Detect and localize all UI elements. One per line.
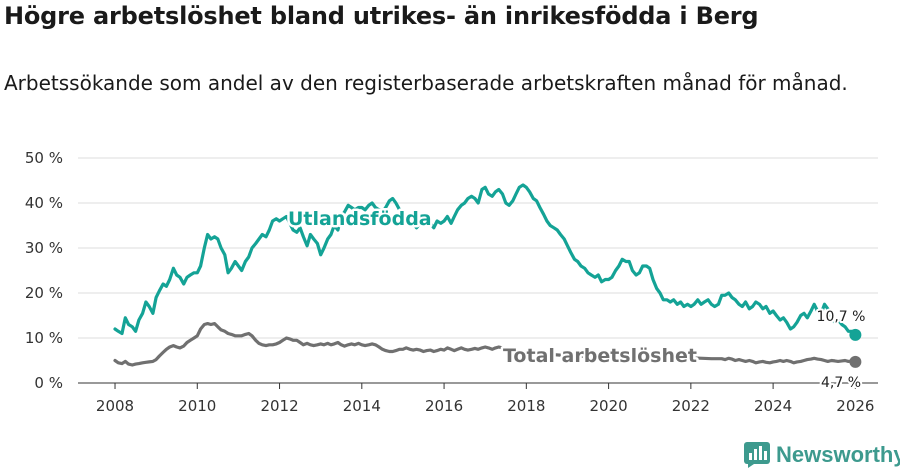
y-tick-label: 50 % (25, 149, 63, 167)
grid-lines (78, 157, 878, 339)
series-labels: Utlandsfödda Total arbetslöshet 10,7 % 4,7 … (286, 206, 868, 393)
series-label-total: Total arbetslöshet (503, 345, 697, 367)
y-tick-label: 20 % (25, 284, 63, 302)
end-value-utlandsfodda: 10,7 % (817, 309, 866, 325)
y-tick-label: 30 % (25, 239, 63, 257)
bar-chart-icon (744, 442, 770, 468)
newsworthy-logo: Newsworthy (744, 440, 900, 470)
series-line-1 (113, 322, 857, 367)
y-tick-label: 0 % (34, 374, 63, 392)
x-tick-label: 2016 (425, 397, 463, 415)
chart-subtitle: Arbetssökande som andel av den registerb… (4, 71, 848, 95)
x-tick-label: 2010 (178, 397, 216, 415)
x-tick-label: 2014 (343, 397, 381, 415)
end-value-total: 4,7 % (821, 375, 861, 391)
x-tick-label: 2022 (672, 397, 710, 415)
y-tick-label: 10 % (25, 329, 63, 347)
series-endpoint-0 (849, 328, 862, 341)
brand-name: Newsworthy (776, 442, 900, 467)
y-axis: 0 % 10 % 20 % 30 % 40 % 50 % (25, 149, 63, 392)
x-tick-label: 2012 (260, 397, 298, 415)
series-line-0 (113, 183, 857, 337)
x-tick-label: 2008 (96, 397, 134, 415)
series-endpoint-1 (849, 355, 862, 368)
x-tick-label: 2024 (754, 397, 792, 415)
x-axis: 2008 2010 2012 2014 2016 2018 2020 2022 2024 2026 (78, 382, 878, 415)
chart-title: Högre arbetslöshet bland utrikes- än inr… (4, 2, 759, 30)
series-lines (113, 183, 862, 368)
x-tick-label: 2026 (836, 397, 874, 415)
x-tick-label: 2020 (589, 397, 627, 415)
x-tick-label: 2018 (507, 397, 545, 415)
y-tick-label: 40 % (25, 194, 63, 212)
series-label-utlandsfodda: Utlandsfödda (288, 208, 432, 230)
